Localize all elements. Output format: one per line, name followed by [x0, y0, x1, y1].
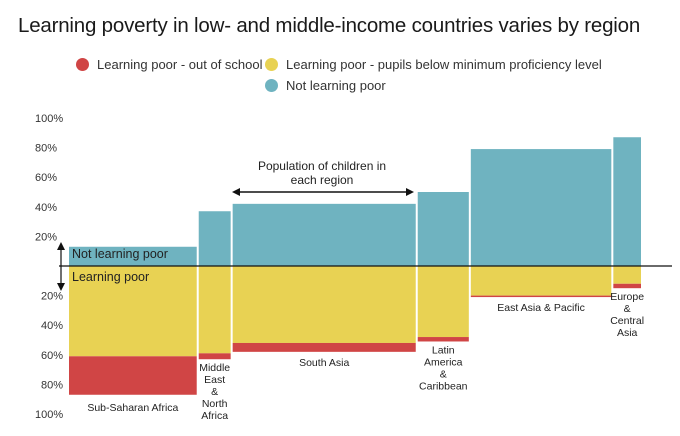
category-label: Africa — [201, 410, 228, 422]
legend-swatch-blue — [265, 79, 278, 92]
bar-out-of-school — [232, 342, 416, 352]
legend-swatch-red — [76, 58, 89, 71]
bar-out-of-school — [198, 353, 231, 360]
category-label: America — [424, 356, 463, 368]
bar-below-proficiency — [470, 266, 612, 296]
y-tick-label: 100% — [35, 113, 63, 125]
bar-below-proficiency — [69, 266, 197, 357]
category-label: & — [440, 368, 447, 380]
y-tick-label: 40% — [35, 202, 57, 214]
bar-below-proficiency — [198, 266, 231, 354]
category-label: Asia — [617, 327, 638, 339]
bar-out-of-school — [417, 337, 469, 342]
y-tick-label: 20% — [35, 231, 57, 243]
bar-not-learning-poor — [198, 211, 231, 266]
legend-item-not-learning-poor: Not learning poor — [265, 78, 386, 93]
zone-label-not-learning-poor: Not learning poor — [72, 247, 168, 261]
y-tick-label: 80% — [35, 143, 57, 155]
legend-item-out-of-school: Learning poor - out of school — [76, 57, 263, 72]
category-label: South Asia — [299, 357, 349, 369]
chart-title: Learning poverty in low- and middle-inco… — [18, 14, 641, 37]
bar-not-learning-poor — [613, 137, 641, 266]
bar-out-of-school — [470, 295, 612, 298]
y-tick-label: 80% — [41, 379, 63, 391]
category-label: Sub-Saharan Africa — [87, 402, 178, 414]
bar-not-learning-poor — [69, 246, 197, 266]
y-tick-label: 60% — [41, 350, 63, 362]
legend-label: Learning poor - out of school — [97, 57, 263, 72]
bar-out-of-school — [69, 356, 197, 395]
category-label: Latin — [432, 344, 455, 356]
category-label: East Asia & Pacific — [497, 302, 585, 314]
bar-not-learning-poor — [417, 192, 469, 266]
y-tick-label: 20% — [41, 291, 63, 303]
legend-label: Not learning poor — [286, 78, 386, 93]
zone-arrow-up-head — [57, 242, 65, 250]
population-note: each region — [291, 173, 354, 187]
y-tick-label: 100% — [35, 409, 63, 421]
category-label: & — [211, 386, 218, 398]
category-label: & — [624, 303, 631, 315]
zone-label-learning-poor: Learning poor — [72, 270, 149, 284]
population-note: Population of children in — [258, 159, 386, 173]
y-tick-label: 60% — [35, 172, 57, 184]
legend-label: Learning poor - pupils below minimum pro… — [286, 57, 602, 72]
legend-item-below-proficiency: Learning poor - pupils below minimum pro… — [265, 57, 602, 72]
category-label: North — [202, 398, 228, 410]
population-arrow-right-head — [406, 188, 414, 196]
bar-out-of-school — [613, 283, 641, 289]
category-label: Caribbean — [419, 380, 468, 392]
category-label: Middle — [199, 362, 230, 374]
bar-below-proficiency — [613, 266, 641, 284]
bar-not-learning-poor — [232, 203, 416, 266]
bar-below-proficiency — [232, 266, 416, 343]
population-arrow-left-head — [232, 188, 240, 196]
legend-swatch-yellow — [265, 58, 278, 71]
bar-not-learning-poor — [470, 149, 612, 266]
category-label: Europe — [610, 291, 644, 303]
bar-below-proficiency — [417, 266, 469, 338]
category-label: Central — [610, 315, 644, 327]
y-tick-label: 40% — [41, 320, 63, 332]
zone-arrow-down-head — [57, 283, 65, 291]
category-label: East — [204, 374, 225, 386]
